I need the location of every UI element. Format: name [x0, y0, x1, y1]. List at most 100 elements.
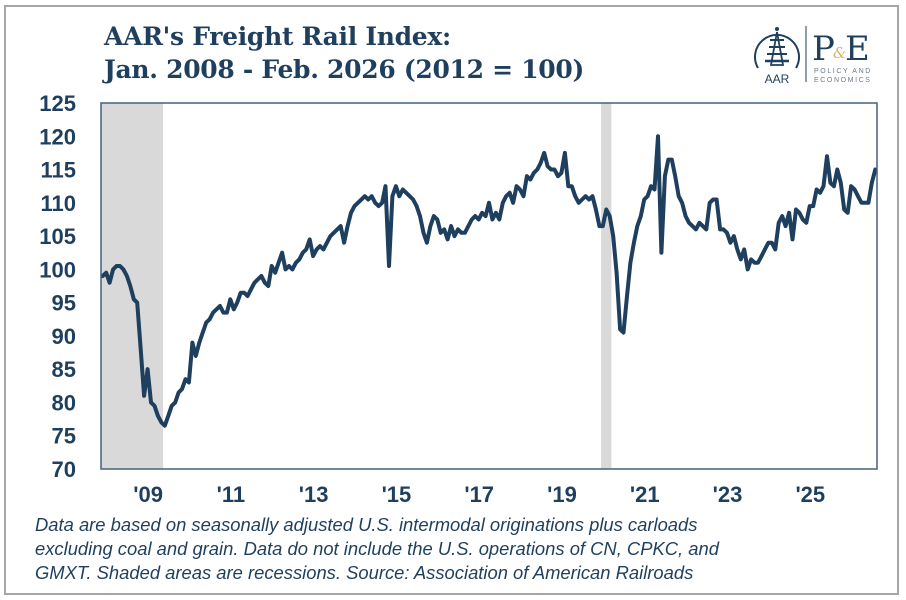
data-point: [708, 201, 712, 205]
data-point: [804, 221, 808, 225]
data-point: [773, 247, 777, 251]
data-point: [846, 211, 850, 215]
data-point: [446, 237, 450, 241]
data-point: [201, 331, 205, 335]
data-point: [639, 214, 643, 218]
data-point: [266, 284, 270, 288]
data-point: [442, 227, 446, 231]
data-point: [718, 227, 722, 231]
data-point: [787, 211, 791, 215]
data-point: [770, 241, 774, 245]
data-point: [697, 221, 701, 225]
data-point: [435, 218, 439, 221]
data-point: [322, 247, 325, 251]
data-point: [487, 201, 491, 205]
y-axis-ticks: 125 120 115 110 105 100 95 90 85 80 75 70: [39, 91, 76, 482]
y-tick-label: 110: [41, 191, 77, 216]
data-point: [763, 247, 767, 251]
x-tick-label: '13: [299, 482, 329, 507]
data-point: [208, 317, 212, 321]
data-point: [270, 264, 274, 268]
data-point: [587, 198, 591, 201]
x-tick-label: '15: [382, 482, 412, 507]
data-point: [353, 204, 356, 208]
x-tick-label: '23: [713, 482, 743, 507]
data-point: [766, 241, 770, 245]
data-point: [501, 201, 505, 205]
data-point: [304, 247, 308, 251]
data-point: [732, 234, 736, 238]
recession-shade-2: [601, 103, 612, 469]
data-point: [166, 414, 170, 418]
pe-logo-p: P: [812, 29, 835, 69]
y-tick-label: 120: [39, 124, 76, 149]
data-point: [546, 164, 550, 168]
data-point: [735, 247, 739, 251]
data-point: [366, 198, 370, 201]
data-point: [539, 161, 543, 165]
data-point: [115, 264, 118, 268]
data-point: [570, 184, 574, 188]
pe-logo-e: E: [845, 29, 870, 69]
data-point: [342, 241, 346, 245]
data-point: [456, 227, 460, 231]
data-point: [235, 301, 239, 305]
data-point: [277, 261, 281, 265]
data-point: [711, 198, 715, 201]
data-point: [815, 188, 819, 191]
y-tick-label: 70: [52, 457, 76, 482]
data-point: [739, 257, 743, 261]
data-point: [311, 254, 315, 258]
data-point: [777, 221, 781, 225]
data-point: [259, 274, 263, 278]
data-point: [408, 194, 412, 198]
data-point: [532, 171, 536, 175]
data-point: [153, 404, 156, 408]
data-point: [646, 194, 650, 198]
data-point: [591, 194, 594, 198]
data-point: [384, 184, 387, 188]
aar-logo-text: AAR: [765, 72, 790, 86]
data-point: [190, 341, 194, 345]
data-point: [849, 184, 853, 188]
data-point: [328, 234, 332, 238]
data-point: [618, 327, 622, 331]
data-point: [611, 234, 615, 238]
y-tick-label: 75: [52, 424, 76, 449]
data-point: [373, 201, 377, 205]
data-point: [649, 184, 653, 188]
pe-logo-sub1: POLICY AND: [814, 68, 872, 75]
y-tick-label: 115: [41, 158, 77, 183]
data-point: [632, 241, 636, 245]
data-point: [284, 267, 287, 271]
data-point: [553, 168, 556, 171]
data-point: [801, 218, 805, 221]
data-point: [635, 224, 639, 228]
data-point: [701, 224, 705, 228]
data-point: [297, 257, 301, 261]
data-point: [742, 247, 746, 251]
data-point: [594, 208, 598, 211]
y-tick-label: 90: [52, 324, 76, 349]
data-point: [325, 241, 329, 245]
data-point: [404, 191, 408, 195]
data-point: [791, 237, 794, 241]
data-point: [477, 218, 481, 221]
data-point: [866, 201, 870, 205]
data-point: [149, 401, 153, 404]
pe-logo-ampersand: &: [833, 44, 846, 62]
data-point: [625, 294, 629, 298]
footnote-line-3: GMXT. Shaded areas are recessions. Sourc…: [35, 562, 694, 583]
data-point: [346, 224, 350, 228]
data-point: [670, 158, 674, 162]
data-point: [597, 224, 601, 228]
data-point: [390, 194, 394, 198]
chart-subtitle: Jan. 2008 - Feb. 2026 (2012 = 100): [104, 55, 585, 84]
data-point: [825, 154, 829, 158]
data-point: [542, 151, 546, 155]
data-point: [470, 218, 474, 221]
data-point: [528, 178, 532, 181]
data-point: [121, 267, 125, 271]
data-point: [563, 151, 567, 155]
